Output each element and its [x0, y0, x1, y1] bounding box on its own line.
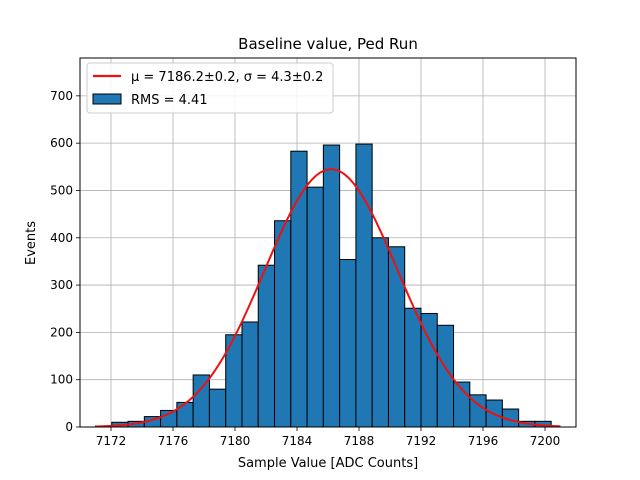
- x-tick-label: 7172: [96, 434, 127, 448]
- gaussian-fit-line: [95, 168, 561, 428]
- legend-histogram-label: RMS = 4.41: [131, 93, 208, 108]
- histogram-bar: [176, 401, 194, 428]
- histogram-bar: [339, 259, 357, 428]
- histogram-bar: [274, 220, 292, 428]
- x-tick-label: 7188: [344, 434, 375, 448]
- legend: μ = 7186.2±0.2, σ = 4.3±0.2 RMS = 4.41: [86, 62, 334, 114]
- x-axis-label: Sample Value [ADC Counts]: [238, 456, 418, 471]
- x-tick-label: 7192: [406, 434, 437, 448]
- histogram-bar: [404, 307, 422, 428]
- y-tick-label: 100: [50, 373, 73, 387]
- y-tick-label: 400: [50, 231, 73, 245]
- y-tick-label: 0: [65, 420, 73, 434]
- x-tick-label: 7176: [158, 434, 189, 448]
- histogram-bar: [306, 186, 324, 428]
- x-axis-ticks: 7172 7176 7180 7184 7188 7192 7196 7200: [96, 427, 561, 448]
- histogram-bar: [257, 264, 276, 428]
- legend-histogram-swatch: [92, 93, 122, 105]
- x-tick-label: 7200: [530, 434, 561, 448]
- histogram-bar: [387, 246, 406, 428]
- histogram-bar: [208, 388, 227, 428]
- legend-box: [86, 62, 334, 114]
- histogram-bar: [322, 144, 341, 428]
- histogram-bar: [241, 321, 259, 428]
- histogram-bar: [371, 237, 389, 428]
- legend-fit-label: μ = 7186.2±0.2, σ = 4.3±0.2: [131, 70, 323, 85]
- x-tick-label: 7180: [220, 434, 251, 448]
- y-axis-ticks: 0 100 200 300 400 500 600 700: [50, 89, 80, 434]
- y-tick-label: 300: [50, 278, 73, 292]
- y-tick-label: 700: [50, 89, 73, 103]
- chart-title: Baseline value, Ped Run: [238, 35, 418, 53]
- y-tick-label: 500: [50, 183, 73, 197]
- histogram-bar: [355, 143, 373, 428]
- plot-frame: [79, 57, 577, 428]
- y-tick-label: 200: [50, 325, 73, 339]
- y-tick-label: 600: [50, 136, 73, 150]
- histogram-bar: [290, 150, 308, 428]
- y-axis-label: Events: [24, 221, 39, 265]
- x-tick-label: 7196: [468, 434, 499, 448]
- x-tick-label: 7184: [282, 434, 313, 448]
